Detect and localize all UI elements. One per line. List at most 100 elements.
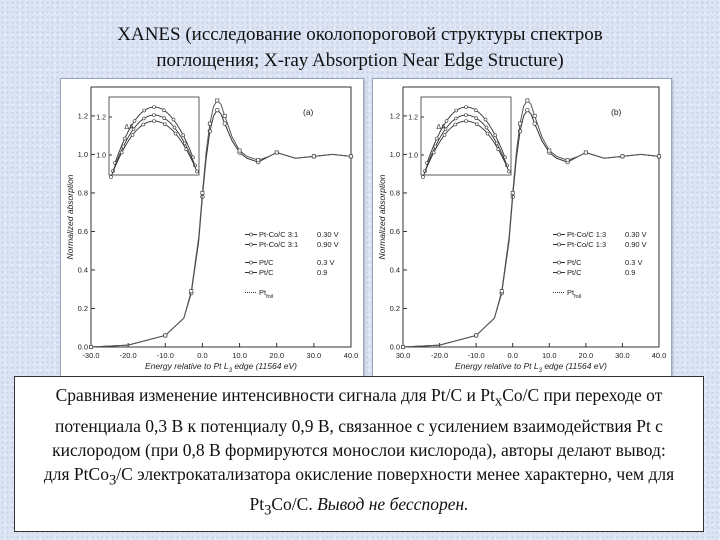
- inset-point-3: [442, 133, 447, 137]
- legend-value: 0.30 V: [625, 230, 647, 239]
- inset-point-3: [119, 150, 124, 155]
- y-tick-label: 1.0: [390, 150, 400, 159]
- inset-point-2: [443, 127, 448, 131]
- inset-point-2: [131, 127, 136, 131]
- legend-value: 0.90 V: [317, 240, 339, 249]
- series-point-2: [256, 158, 261, 163]
- legend-sample-sub: foil: [266, 294, 273, 300]
- legend-value: 0.30 V: [317, 230, 339, 239]
- series-point-2: [565, 158, 570, 163]
- y-axis-label: Normalized absorption: [65, 174, 75, 259]
- inset-delta-label: ΔA: [436, 124, 446, 131]
- inset-point-3: [485, 131, 490, 136]
- y-tick-label: 0.2: [78, 304, 88, 313]
- x-tick-label: 40.0: [344, 351, 359, 360]
- x-tick-label: 30.0: [396, 351, 411, 360]
- inset-point-1: [444, 119, 449, 123]
- x-tick-label: 0.0: [507, 351, 517, 360]
- series-point-2: [89, 345, 93, 349]
- legend-marker: [249, 232, 253, 237]
- y-tick-label: 0.6: [78, 227, 88, 236]
- slide-title: XANES (исследование околопороговой струк…: [40, 22, 680, 74]
- inset-point-2: [182, 141, 187, 146]
- legend-sample: Pt-Co/C 1:3: [567, 230, 606, 239]
- inset-point-3: [173, 131, 178, 136]
- caption-text-4: /C электрокатализатора окисление поверхн…: [116, 463, 675, 515]
- legend-sample: Ptfoil: [567, 288, 581, 300]
- legend-sample: Pt/C: [259, 268, 274, 277]
- plot-frame: [90, 86, 352, 348]
- series-point-2: [311, 154, 316, 159]
- series-line-2: [402, 99, 660, 348]
- title-line-2: поглощения; X-ray Absorption Near Edge S…: [156, 50, 564, 71]
- series-point-2: [237, 148, 242, 153]
- series-point-2: [510, 190, 515, 195]
- inset-point-3: [109, 175, 113, 179]
- inset-point-3: [184, 147, 189, 152]
- inset-point-1: [132, 119, 137, 123]
- inset-point-1: [181, 133, 186, 138]
- x-axis-label-sub: 3: [539, 368, 543, 374]
- x-tick-label: 10.0: [542, 351, 557, 360]
- y-tick-label: 0.6: [390, 227, 400, 236]
- plot-frame: [402, 86, 660, 348]
- inset-point-2: [494, 141, 499, 146]
- inset-point-1: [161, 108, 166, 112]
- series-point-2: [349, 154, 353, 159]
- y-tick-label: 1.0: [78, 150, 88, 159]
- inset-point-1: [152, 105, 156, 109]
- inset-point-3: [162, 122, 167, 126]
- series-point-2: [163, 333, 168, 338]
- inset-y-tick-label: 1.2: [408, 115, 418, 122]
- series-point-2: [532, 113, 537, 118]
- inset-point-1: [473, 108, 478, 112]
- caption-text-3: для PtCo: [43, 463, 109, 484]
- legend-sample: Pt/C: [567, 258, 582, 267]
- legend-marker: [249, 242, 253, 247]
- legend-sample: Pt/C: [567, 268, 582, 277]
- caption-sub-3a: 3: [108, 472, 117, 488]
- caption-box: Сравнивая изменение интенсивности сигнал…: [14, 376, 704, 532]
- series-point-2: [547, 148, 552, 153]
- inset-point-2: [484, 125, 489, 130]
- inset-point-3: [152, 119, 156, 123]
- caption-text-2: Co/C при переходе от потенциала 0,3 В к …: [52, 385, 666, 460]
- inset-point-2: [453, 116, 458, 121]
- x-axis-label-tail: edge (11564 eV): [542, 361, 607, 371]
- series-point-2: [583, 150, 588, 155]
- inset-point-3: [474, 122, 479, 126]
- legend-sample: Ptfoil: [259, 288, 273, 300]
- legend-sample: Pt-Co/C 3:1: [259, 240, 298, 249]
- series-point-1: [222, 121, 227, 126]
- series-point-2: [207, 121, 212, 126]
- panel-label: (b): [611, 107, 622, 117]
- inset-point-1: [434, 136, 439, 141]
- chart-panel-b: 30.0 -20.0 -10.0 0.0 10.0 20.0 30.0 40.0 0.0 0.2 0…: [372, 78, 672, 380]
- caption-sub-3b: 3: [264, 502, 272, 519]
- legend-marker: [249, 260, 253, 265]
- legend-value: 0.9: [317, 268, 327, 277]
- legend-marker: [557, 270, 561, 275]
- title-line-1: XANES (исследование околопороговой струк…: [117, 24, 603, 45]
- inset-point-2: [172, 125, 177, 130]
- legend-marker: [557, 260, 561, 265]
- x-tick-label: 20.0: [579, 351, 594, 360]
- series-point-2: [518, 121, 522, 126]
- inset-point-3: [453, 122, 458, 127]
- y-tick-label: 0.4: [78, 265, 88, 274]
- series-point-1: [525, 107, 530, 113]
- y-tick-label: 0.0: [78, 343, 88, 352]
- legend-value: 0.3 V: [625, 258, 643, 267]
- inset-point-1: [483, 117, 488, 122]
- series-point-2: [474, 333, 479, 338]
- series-point-2: [620, 154, 625, 159]
- legend-value: 0.9: [625, 268, 635, 277]
- series-line-2: [90, 99, 352, 348]
- x-axis-label: Energy relative to Pt L3 edge (11564 eV): [455, 361, 607, 374]
- series-point-2: [200, 190, 205, 195]
- inset-point-3: [464, 119, 468, 123]
- caption-conclusion: Вывод не бесспорен.: [317, 494, 469, 514]
- inset-point-2: [474, 116, 479, 120]
- series-point-2: [274, 150, 279, 155]
- inset-point-1: [454, 108, 459, 113]
